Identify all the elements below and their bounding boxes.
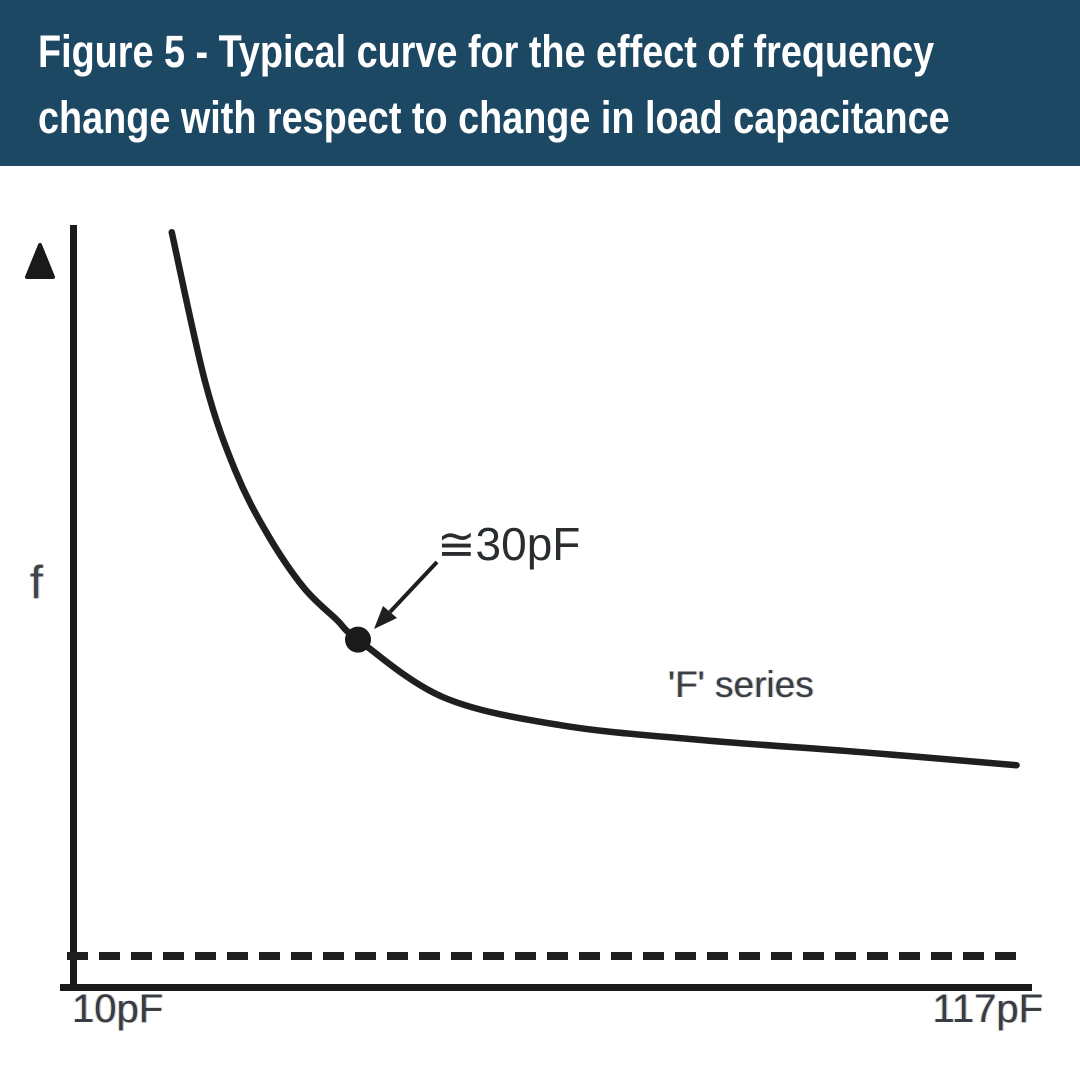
chart-canvas: f ≅30pF 'F' series 10pF 117pF <box>25 225 1043 1031</box>
annotation-arrowhead-icon <box>374 606 397 629</box>
chart-area: f ≅30pF 'F' series 10pF 117pF <box>0 166 1080 1080</box>
x-axis-max-label: 117pF <box>933 987 1043 1031</box>
series-label: 'F' series <box>668 664 814 705</box>
figure-title-line-2: change with respect to change in load ca… <box>38 92 1080 144</box>
y-axis-label: f <box>30 556 43 608</box>
figure-title-text-1: Figure 5 - Typical curve for the effect … <box>38 26 935 77</box>
x-axis-min-label: 10pF <box>72 987 163 1031</box>
figure-title-text-2: change with respect to change in load ca… <box>38 92 950 143</box>
title-banner: Figure 5 - Typical curve for the effect … <box>0 0 1080 166</box>
annotation-arrow-line <box>388 560 439 614</box>
annotation-label: ≅30pF <box>437 518 580 570</box>
figure-title-line-1: Figure 5 - Typical curve for the effect … <box>38 26 1080 78</box>
curve-marker-dot <box>345 626 371 653</box>
y-axis-arrowhead-icon <box>25 243 55 279</box>
f-series-curve <box>168 229 1020 769</box>
